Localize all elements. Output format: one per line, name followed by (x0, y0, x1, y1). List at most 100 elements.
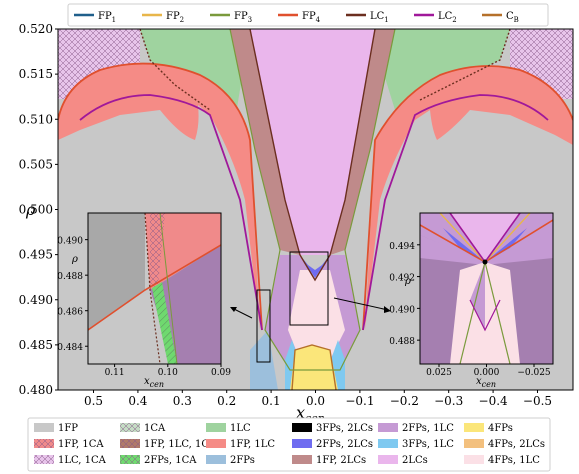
top-legend-frame (67, 3, 549, 27)
legend-region-swatch (464, 439, 484, 448)
main-y-tick-label: 0.500 (19, 203, 53, 217)
main-y-tick-label: 0.505 (19, 157, 53, 171)
inset-right-3fps-2lcs-point (482, 259, 488, 265)
main-y-tick-label: 0.480 (19, 383, 53, 397)
inset-left-frame (87, 212, 222, 365)
inset-right: 0.025 0.000 −0.025 0.488 0.490 0.492 0.494 ρ x… (389, 212, 554, 389)
inset_right-x-tick-label: −0.025 (517, 368, 551, 378)
inset_left-x-tick-label: 0.09 (211, 368, 231, 378)
main-x-tick-label: −0.3 (434, 394, 463, 408)
legend-region-label: 2FPs, 2LCs (316, 439, 373, 450)
lc2-curve-right (362, 94, 549, 331)
inset_right-y-tick-label: 0.490 (389, 305, 415, 315)
fp4-curve-right (362, 65, 573, 331)
inset-right-ylabel: ρ (404, 276, 411, 287)
lc1-curve-center (249, 29, 376, 282)
legend-region-label: 2FPs, 1LC (402, 423, 454, 434)
region-1fp-1lc-left (58, 63, 260, 331)
legend-region-swatch (292, 455, 312, 464)
legend-region-swatch (292, 423, 312, 432)
main-x-tick-label: −0.5 (523, 394, 552, 408)
main-x-tick-label: −0.1 (345, 394, 374, 408)
inset_left-x-tick-label: 0.10 (158, 368, 178, 378)
bottom-legend: 1FP 1CA 1LC 3FPs, 2LCs 2FPs, 1LC 4FPs 1FP, 1CA… (27, 417, 551, 472)
legend-line-label: FP4 (302, 11, 321, 24)
legend-region-label: 4FPs, 1LC (488, 455, 540, 466)
main-x-tick-label: 0.4 (128, 394, 147, 408)
legend-region-label: 1FP, 1LC (230, 439, 275, 450)
main-x-tick-label: 0.5 (84, 394, 103, 408)
fp4-curve-left (58, 62, 263, 331)
inset-left-ylabel: ρ (71, 254, 78, 265)
region-1fp-2lcs-left (230, 29, 300, 255)
main-x-tick-label: 0.1 (262, 394, 281, 408)
region-1lc-right (370, 29, 510, 110)
legend-region-label: 3FPs, 1LC (402, 439, 454, 450)
bottom-legend-frame (27, 417, 551, 472)
left-zoom-box (256, 289, 271, 363)
inset_right-y-tick-label: 0.488 (389, 337, 415, 347)
legend-region-swatch (206, 455, 226, 464)
lc2-curve-left (79, 94, 263, 331)
main-x-tick-label: −0.2 (390, 394, 419, 408)
right-inset-arrow (333, 297, 389, 311)
legend-region-swatch (464, 455, 484, 464)
legend-region-label: 1FP, 2LCs (316, 455, 366, 466)
legend-line-label: LC1 (370, 11, 389, 24)
inset-left: 0.11 0.10 0.09 0.484 0.486 0.488 0.490 ρ xcen (57, 212, 231, 389)
cb-curve (291, 344, 337, 390)
region-4fps-1lc (288, 270, 345, 360)
inset-right-2fps-2lcs-left (443, 228, 485, 262)
legend-region-swatch (464, 423, 484, 432)
inset_right-y-tick-label: 0.492 (389, 274, 415, 284)
legend-region-swatch (292, 439, 312, 448)
main-x-tick-label: −0.4 (479, 394, 509, 408)
legend-region-label: 4FPs (488, 423, 513, 434)
inset-right-xlabel: xcen (476, 376, 496, 389)
legend-line-label: FP3 (234, 11, 252, 24)
lc1-curve-right (419, 29, 511, 101)
legend-line-label: FP2 (166, 11, 184, 24)
right-zoom-box (289, 251, 329, 326)
region-4fps (290, 345, 338, 390)
inset-left-xlabel: xcen (144, 376, 164, 389)
region-1fp-1lc-right (365, 66, 573, 330)
legend-region-swatch (34, 423, 54, 432)
y-axis-label: ρ (25, 200, 36, 219)
legend-region-label: 1CA (144, 423, 166, 434)
main-y-tick-label: 0.485 (19, 338, 53, 352)
legend-line-label: CB (506, 11, 519, 24)
legend-region-swatch (378, 439, 398, 448)
inset_left-y-tick-label: 0.490 (57, 237, 83, 247)
legend-region-label: 2FPs, 1CA (144, 455, 197, 466)
fp3-curve (229, 29, 396, 371)
inset_left-y-tick-label: 0.484 (57, 343, 83, 353)
main-x-tick-label: 0.3 (173, 394, 192, 408)
inset_left-y-tick-label: 0.486 (57, 308, 83, 318)
inset-right-2lcs (450, 213, 520, 262)
legend-region-label: 1LC (230, 423, 251, 434)
region-2fps-2lcs (300, 255, 330, 278)
main-y-tick-label: 0.520 (19, 22, 53, 36)
legend-region-swatch (378, 455, 398, 464)
legend-region-label: 1FP (58, 423, 78, 434)
main-x-tick-label: 0.2 (217, 394, 236, 408)
inset_left-x-tick-label: 0.11 (105, 368, 125, 378)
legend-region-swatch (378, 423, 398, 432)
legend-line-label: LC2 (438, 11, 457, 24)
inset-right-2fps-2lcs-right (485, 228, 527, 262)
lc1-curve-left (139, 29, 211, 111)
region-2lcs (250, 29, 375, 255)
legend-region-label: 1FP, 1CA (58, 439, 104, 450)
legend-region-label: 1FP, 1LC, 1CA (144, 439, 217, 450)
legend-region-label: 4FPs, 2LCs (488, 439, 545, 450)
inset_right-x-tick-label: 0.000 (474, 368, 500, 378)
main-y-tick-label: 0.510 (19, 112, 53, 126)
main-y-tick-label: 0.495 (19, 248, 53, 262)
top-legend: FP1 FP2 FP3 FP4 LC1 LC2 CB (67, 3, 549, 27)
legend-region-label: 3FPs, 2LCs (316, 423, 373, 434)
inset_right-x-tick-label: 0.025 (426, 368, 452, 378)
legend-line-label: FP1 (98, 11, 116, 24)
legend-region-label: 2FPs (230, 455, 255, 466)
